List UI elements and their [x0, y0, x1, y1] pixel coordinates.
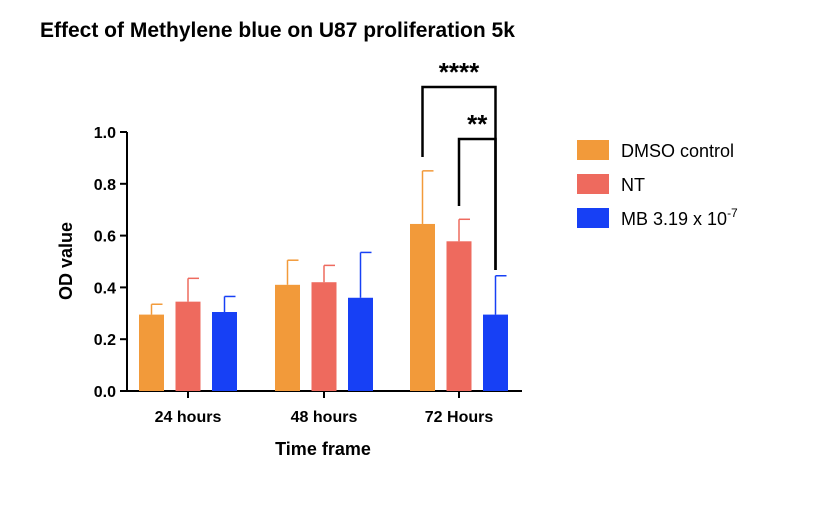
bar — [275, 284, 300, 391]
y-tick-label: 0.0 — [94, 384, 116, 401]
bar — [311, 282, 337, 391]
y-tick-label: 0.4 — [94, 280, 116, 297]
bar — [212, 312, 237, 391]
bar — [348, 297, 373, 391]
legend-label-superscript: -7 — [727, 206, 738, 220]
legend-label: DMSO control — [621, 141, 734, 161]
chart-title: Effect of Methylene blue on U87 prolifer… — [40, 19, 515, 42]
bar — [483, 314, 508, 391]
y-axis-label: OD value — [56, 222, 76, 300]
y-tick-label: 0.6 — [94, 229, 116, 246]
legend-swatch — [577, 140, 609, 160]
legend: DMSO control NT MB 3.19 x 10-7 — [577, 140, 738, 229]
y-tick-label: 0.8 — [94, 177, 116, 194]
x-axis-label: Time frame — [275, 439, 371, 459]
significance-label: **** — [439, 57, 480, 87]
legend-label: MB 3.19 x 10-7 — [621, 206, 738, 229]
legend-label: NT — [621, 175, 645, 195]
y-tick-label: 1.0 — [94, 125, 116, 142]
legend-swatch — [577, 208, 609, 228]
significance-bracket — [457, 137, 497, 270]
bar — [139, 314, 164, 391]
y-tick-label: 0.2 — [94, 332, 116, 349]
significance-label: ** — [467, 109, 488, 139]
x-tick-label: 24 hours — [155, 409, 222, 426]
x-tick-label: 72 Hours — [425, 409, 494, 426]
bar — [446, 241, 472, 391]
legend-swatch — [577, 174, 609, 194]
bar — [410, 223, 435, 391]
plot-area: 0.0 0.2 0.4 0.6 0.8 1.0 24 hours 48 hours 72 Hou… — [94, 57, 522, 426]
x-tick-label: 48 hours — [291, 409, 358, 426]
bar — [175, 301, 201, 391]
